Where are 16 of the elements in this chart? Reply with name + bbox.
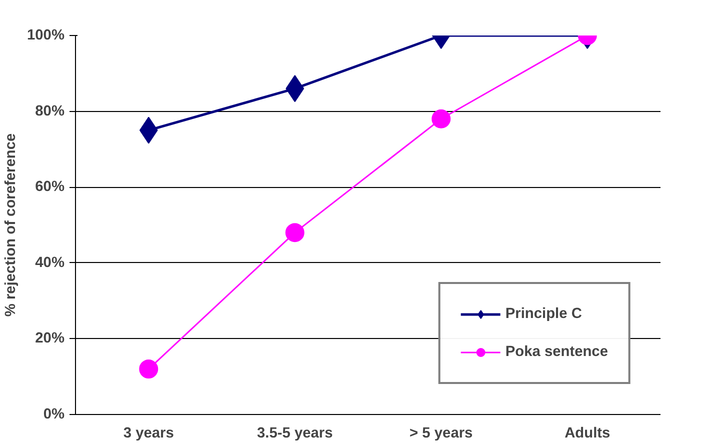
y-tick-label: 0% <box>43 406 65 422</box>
legend-label: Poka sentence <box>505 344 608 360</box>
legend-label: Principle C <box>505 306 582 322</box>
y-tick-label: 40% <box>35 254 65 271</box>
x-tick-label: Adults <box>564 426 610 442</box>
x-tick-label: > 5 years <box>410 426 473 442</box>
y-axis-title: % rejection of coreference <box>3 133 20 317</box>
point <box>285 223 304 242</box>
y-tick-label: 60% <box>35 179 65 196</box>
x-tick-label: 3 years <box>123 426 174 442</box>
y-tick-label: 20% <box>35 330 65 347</box>
x-tick-label: 3.5-5 years <box>256 426 333 442</box>
y-tick-label: 100% <box>27 28 65 44</box>
y-tick-label: 80% <box>35 103 65 120</box>
point <box>139 360 158 378</box>
point <box>432 109 451 128</box>
